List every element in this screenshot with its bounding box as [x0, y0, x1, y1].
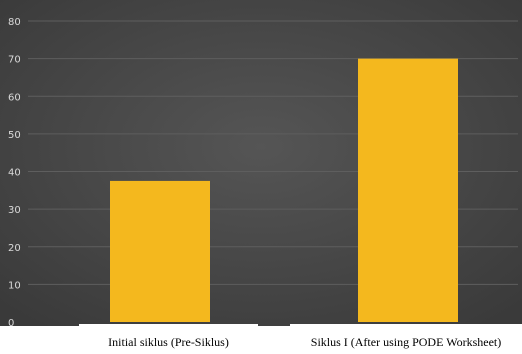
category-label-background [79, 324, 258, 354]
x-category-label: Initial siklus (Pre-Siklus) [108, 335, 229, 349]
category-label-box-0: Initial siklus (Pre-Siklus) [79, 324, 258, 354]
y-tick-label: 40 [8, 168, 21, 179]
y-tick-label: 20 [8, 243, 21, 254]
y-tick-label: 0 [8, 318, 14, 329]
category-labels: Initial siklus (Pre-Siklus) Siklus I (Aft… [79, 324, 522, 354]
y-tick-label: 30 [8, 205, 21, 216]
bar-1 [358, 58, 458, 322]
category-label-background [290, 324, 522, 354]
x-category-label: Siklus I (After using PODE Worksheet) [311, 335, 501, 349]
bar-0 [110, 180, 210, 322]
y-tick-label: 10 [8, 280, 21, 291]
y-axis-ticks: 0 10 20 30 40 50 60 70 80 [8, 17, 21, 329]
category-label-box-1: Siklus I (After using PODE Worksheet) [290, 324, 522, 354]
y-tick-label: 80 [8, 17, 21, 28]
bars [110, 58, 458, 322]
y-tick-label: 70 [8, 55, 21, 66]
y-tick-label: 60 [8, 92, 21, 103]
y-tick-label: 50 [8, 130, 21, 141]
